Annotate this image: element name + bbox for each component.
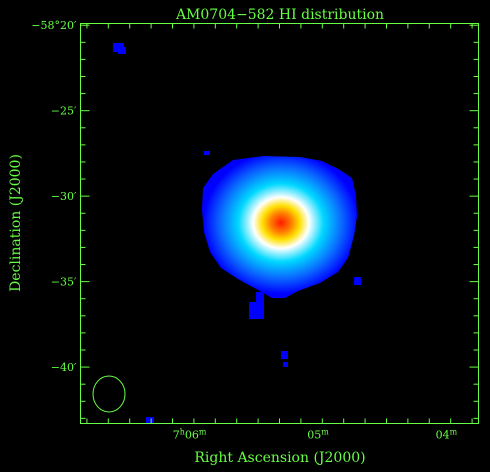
- main-hi-disk: [202, 156, 357, 298]
- x-axis-label: Right Ascension (J2000): [194, 450, 365, 466]
- y-tick-labels: −58°20′ −25′ −30′ −35′ −40′: [31, 19, 77, 374]
- hi-clump: [146, 417, 154, 423]
- hi-clump: [281, 351, 288, 359]
- y-tick-label: −35′: [51, 276, 77, 289]
- beam-ellipse: [92, 375, 126, 413]
- y-tick-label: −58°20′: [31, 19, 77, 32]
- hi-clump: [256, 292, 264, 302]
- x-tick-label: 7h06m: [173, 428, 207, 442]
- hi-clump: [249, 302, 264, 319]
- x-tick-labels: 7h06m 05m 04m: [173, 428, 458, 442]
- y-tick-label: −40′: [51, 361, 77, 374]
- x-tick-label: 04m: [436, 428, 458, 442]
- y-tick-label: −25′: [51, 105, 77, 118]
- plot-title: AM0704−582 HI distribution: [175, 7, 384, 23]
- axis-ticks: [80, 23, 479, 424]
- hi-clump: [283, 362, 288, 367]
- y-axis-label: Declination (J2000): [8, 154, 24, 292]
- hi-clump: [354, 277, 361, 285]
- x-tick-label: 05m: [307, 428, 329, 442]
- hi-clump: [118, 47, 126, 54]
- y-tick-label: −30′: [51, 190, 77, 203]
- hi-emission: [113, 43, 361, 423]
- hi-clump: [204, 151, 210, 155]
